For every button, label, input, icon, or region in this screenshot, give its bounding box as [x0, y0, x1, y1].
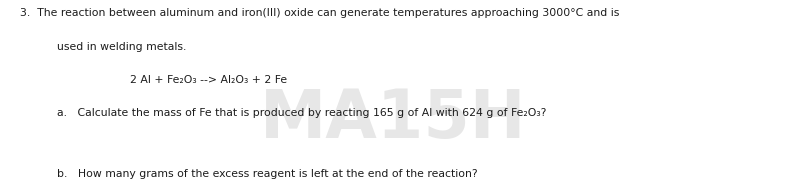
Text: a.   Calculate the mass of Fe that is produced by reacting 165 g of Al with 624 : a. Calculate the mass of Fe that is prod… — [57, 108, 546, 118]
Text: b.   How many grams of the excess reagent is left at the end of the reaction?: b. How many grams of the excess reagent … — [57, 169, 477, 179]
Text: MA15H: MA15H — [259, 86, 527, 152]
Text: 2 Al + Fe₂O₃ --> Al₂O₃ + 2 Fe: 2 Al + Fe₂O₃ --> Al₂O₃ + 2 Fe — [130, 75, 287, 85]
Text: used in welding metals.: used in welding metals. — [57, 42, 186, 52]
Text: 3.  The reaction between aluminum and iron(III) oxide can generate temperatures : 3. The reaction between aluminum and iro… — [20, 8, 619, 18]
